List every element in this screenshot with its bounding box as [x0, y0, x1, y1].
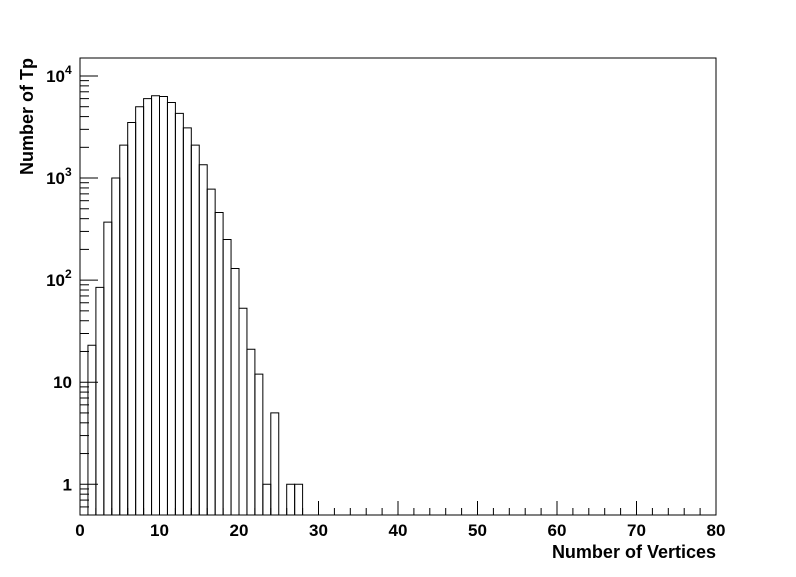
y-tick-label: 1 — [63, 475, 72, 494]
histogram-bin — [198, 164, 208, 515]
histogram-bin — [135, 106, 145, 515]
histogram-bin — [103, 221, 113, 515]
y-tick-label: 10 — [46, 67, 65, 86]
y-tick-label-exponent: 4 — [65, 63, 72, 77]
histogram-bin — [151, 95, 160, 515]
histogram-bin — [174, 112, 184, 515]
x-axis-title: Number of Vertices — [552, 542, 716, 562]
y-tick-label-base: 10 — [46, 271, 65, 290]
plot-frame — [79, 57, 717, 516]
histogram-bin — [127, 122, 137, 515]
y-tick-label-base: 10 — [46, 169, 65, 188]
histogram-bin — [230, 267, 240, 515]
x-tick-label: 20 — [230, 521, 249, 540]
y-axis-title: Number of Tp — [17, 58, 37, 175]
y-tick-label-base: 1 — [63, 475, 72, 494]
x-tick-label: 0 — [75, 521, 84, 540]
x-tick-label: 80 — [707, 521, 726, 540]
x-tick-label: 50 — [468, 521, 487, 540]
y-tick-label: 10 — [46, 169, 65, 188]
x-tick-label: 60 — [548, 521, 567, 540]
histogram-bin — [143, 98, 153, 515]
histogram-bin — [270, 412, 280, 515]
histogram-bin — [254, 373, 264, 515]
histogram-bin — [262, 483, 272, 515]
x-tick-label: 10 — [150, 521, 169, 540]
histogram-bin — [214, 211, 224, 515]
y-tick-label-base: 10 — [46, 67, 65, 86]
x-tick-label: 40 — [389, 521, 408, 540]
x-tick-label: 70 — [627, 521, 646, 540]
histogram-bin — [166, 101, 176, 515]
histogram-bin — [286, 483, 296, 515]
histogram-bin — [238, 307, 248, 515]
histogram-bin — [119, 144, 129, 515]
histogram-bin — [111, 177, 121, 515]
histogram-bin — [190, 144, 200, 515]
histogram-bin — [246, 348, 256, 515]
histogram-bin — [294, 483, 304, 515]
histogram-bin — [159, 95, 168, 515]
histogram-bin — [206, 188, 216, 515]
x-tick-label: 30 — [309, 521, 328, 540]
y-tick-label: 10 — [53, 373, 72, 392]
y-tick-label: 10 — [46, 271, 65, 290]
y-tick-label-exponent: 3 — [65, 165, 72, 179]
histogram-bin — [95, 286, 105, 515]
histogram-bin — [222, 239, 232, 515]
x-tick-labels: 0 10 20 30 40 50 60 70 80 — [75, 521, 725, 540]
y-tick-label-base: 10 — [53, 373, 72, 392]
histogram-bin — [87, 344, 97, 515]
histogram-bars — [87, 95, 304, 515]
y-tick-label-exponent: 2 — [65, 267, 72, 281]
histogram-bin — [182, 127, 192, 515]
